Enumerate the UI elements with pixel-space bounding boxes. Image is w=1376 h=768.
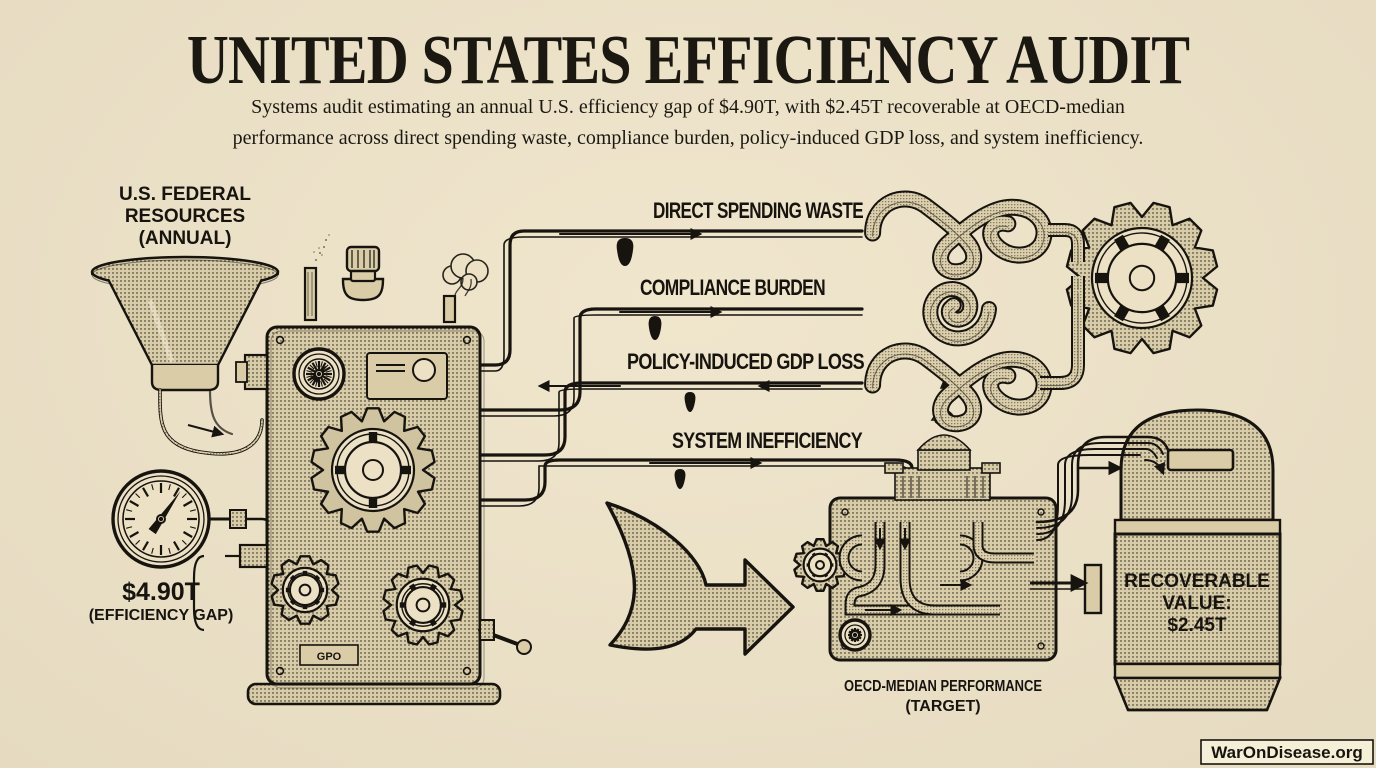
svg-text:VALUE:: VALUE: <box>1162 593 1231 614</box>
svg-text:RESOURCES: RESOURCES <box>125 206 245 227</box>
svg-text:SYSTEM INEFFICIENCY: SYSTEM INEFFICIENCY <box>672 428 863 453</box>
svg-text:OECD-MEDIAN PERFORMANCE: OECD-MEDIAN PERFORMANCE <box>844 678 1042 695</box>
svg-text:POLICY-INDUCED GDP LOSS: POLICY-INDUCED GDP LOSS <box>627 349 864 374</box>
svg-text:(TARGET): (TARGET) <box>905 698 980 715</box>
svg-text:WarOnDisease.org: WarOnDisease.org <box>1211 743 1362 762</box>
svg-text:U.S. FEDERAL: U.S. FEDERAL <box>119 184 251 205</box>
svg-text:COMPLIANCE BURDEN: COMPLIANCE BURDEN <box>640 275 825 300</box>
svg-text:(ANNUAL): (ANNUAL) <box>139 228 232 249</box>
svg-text:$2.45T: $2.45T <box>1167 615 1227 636</box>
svg-text:GPO: GPO <box>317 651 342 663</box>
svg-text:DIRECT SPENDING WASTE: DIRECT SPENDING WASTE <box>653 198 863 223</box>
svg-text:RECOVERABLE: RECOVERABLE <box>1124 571 1270 592</box>
svg-text:(EFFICIENCY GAP): (EFFICIENCY GAP) <box>89 607 234 624</box>
svg-text:$4.90T: $4.90T <box>122 578 200 606</box>
